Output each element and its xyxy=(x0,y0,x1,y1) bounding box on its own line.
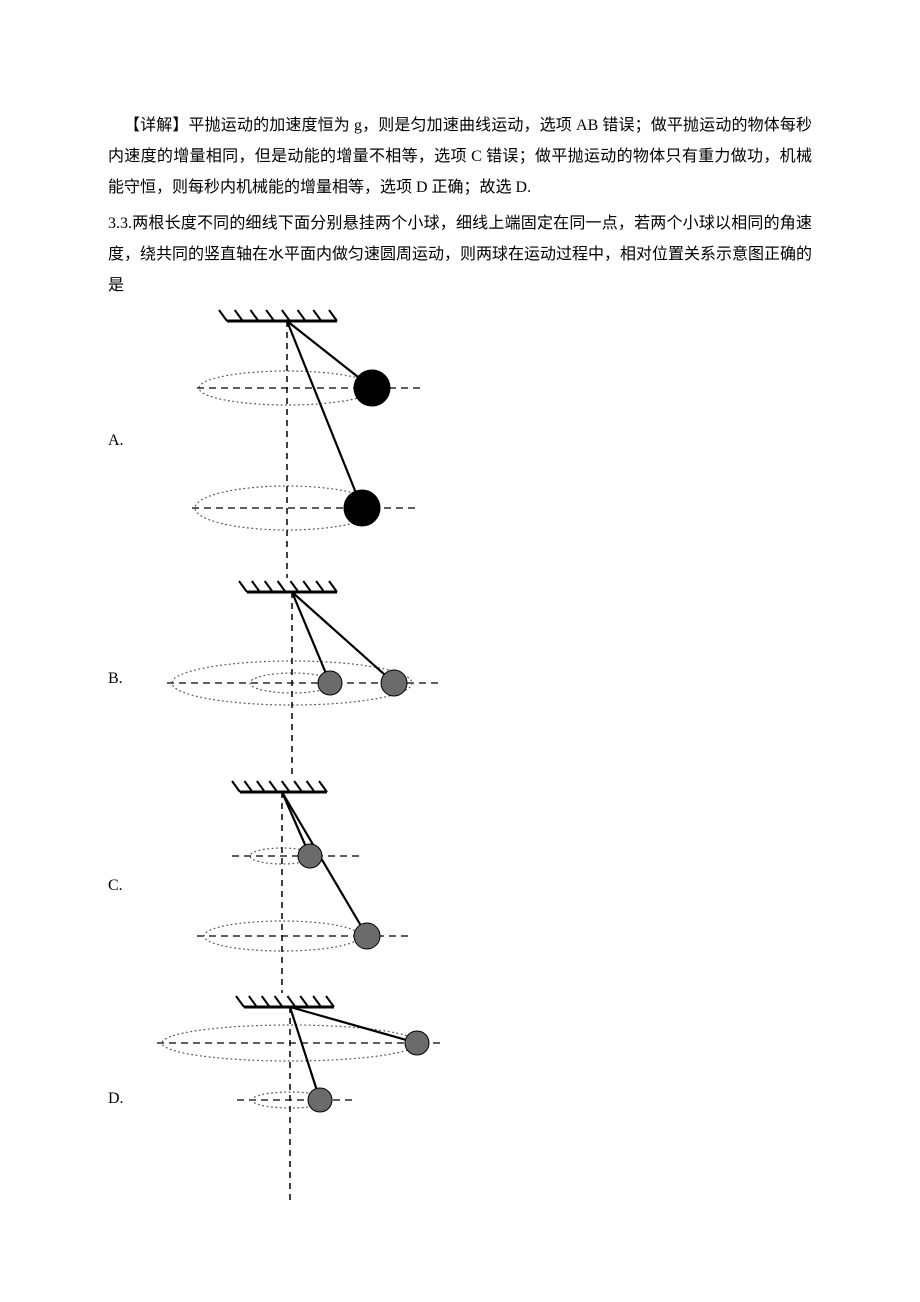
option-c-row: C. xyxy=(108,778,812,993)
question-stem-text: 两根长度不同的细线下面分别悬挂两个小球，细线上端固定在同一点，若两个小球以相同的… xyxy=(108,215,812,294)
option-c-label: C. xyxy=(108,870,142,901)
option-b-label: B. xyxy=(108,663,142,694)
question-number: 3.3. xyxy=(108,215,132,232)
diagram-c xyxy=(142,778,442,993)
option-a-label: A. xyxy=(108,425,142,456)
diagram-a xyxy=(142,303,442,578)
diagram-d xyxy=(142,993,442,1203)
question-block: 3.3.两根长度不同的细线下面分别悬挂两个小球，细线上端固定在同一点，若两个小球… xyxy=(108,208,812,1204)
question-stem: 3.3.两根长度不同的细线下面分别悬挂两个小球，细线上端固定在同一点，若两个小球… xyxy=(108,208,812,302)
option-a-row: A. xyxy=(108,303,812,578)
option-d-row: D. xyxy=(108,993,812,1203)
explanation-text: 【详解】平抛运动的加速度恒为 g，则是匀加速曲线运动，选项 AB 错误；做平抛运… xyxy=(108,110,812,204)
option-d-label: D. xyxy=(108,1083,142,1114)
option-b-row: B. xyxy=(108,578,812,778)
diagram-b xyxy=(142,578,442,778)
